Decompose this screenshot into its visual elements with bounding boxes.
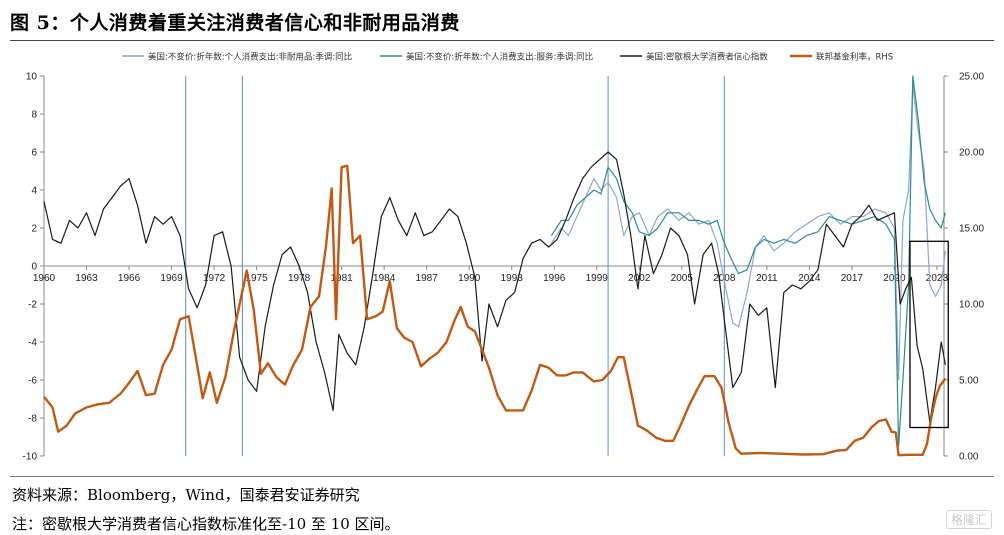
x-tick-label: 1975 (245, 273, 268, 284)
x-tick-label: 2014 (798, 273, 821, 284)
x-tick-label: 1999 (586, 273, 609, 284)
y-left-tick-label: 6 (31, 148, 37, 159)
figure-title: 图 5：个人消费着重关注消费者信心和非耐用品消费 (10, 12, 460, 34)
x-tick-label: 2005 (671, 273, 694, 284)
legend-label-4: 联邦基金利率，RHS (816, 52, 893, 63)
y-left-tick-label: -8 (28, 414, 37, 425)
source-note: 资料来源：Bloomberg，Wind，国泰君安证券研究 (12, 486, 360, 504)
y-left-tick-label: -4 (28, 338, 37, 349)
remark-note: 注：密歇根大学消费者信心指数标准化至-10 至 10 区间。 (12, 515, 400, 533)
series-line-4 (43, 164, 947, 457)
highlight-box (909, 240, 949, 429)
x-tick-label: 1963 (75, 273, 98, 284)
x-tick-label: 1966 (118, 273, 141, 284)
y-right-tick-label: 25.00 (959, 72, 984, 83)
y-left-tick-label: 10 (26, 72, 38, 83)
x-tick-label: 2023 (926, 273, 949, 284)
series-line-1 (550, 84, 946, 381)
y-left-tick-label: 4 (31, 186, 37, 197)
highlight-box-layer (909, 240, 949, 429)
x-tick-label: 2011 (756, 273, 778, 284)
legend-label-1: 美国:不变价:折年数:个人消费支出:非耐用品:季调:同比 (148, 52, 352, 63)
x-tick-label: 1993 (501, 273, 524, 284)
watermark: 格隆汇 (945, 510, 992, 529)
line-chart: 10 8 6 4 2 0 -2 -4 -6 -8 -10 25.00 20.00 15.00 10.00 5.… (23, 52, 985, 463)
series-line-3 (43, 151, 946, 423)
y-right-tick-label: 10.00 (959, 300, 984, 311)
legend-label-3: 美国:密歇根大学消费者信心指数 (646, 52, 768, 63)
x-tick-label: 1960 (33, 273, 56, 284)
chart-legend: 美国:不变价:折年数:个人消费支出:非耐用品:季调:同比 美国:不变价:折年数:个… (122, 52, 893, 63)
y-left-tick-label: 8 (31, 110, 37, 121)
y-right-tick-label: 5.00 (959, 376, 979, 387)
x-tick-label: 1996 (543, 273, 566, 284)
legend-label-2: 美国:不变价:折年数:个人消费支出:服务:季调:同比 (406, 52, 593, 63)
title-rule (10, 40, 994, 41)
y-left-tick-label: 2 (31, 224, 37, 235)
x-tick-label: 1978 (288, 273, 311, 284)
footer-rule (10, 476, 994, 477)
x-tick-label: 1984 (373, 273, 396, 284)
y-right-tick-label: 0.00 (959, 452, 979, 463)
x-tick-label: 1981 (331, 273, 354, 284)
x-tick-label: 1969 (160, 273, 183, 284)
y-left-tick-label: -6 (28, 376, 37, 387)
recession-markers (185, 76, 725, 456)
x-tick-label: 1990 (458, 273, 481, 284)
y-left-tick-label: 0 (31, 262, 37, 273)
chart-series (43, 75, 947, 457)
y-left-tick-label: -2 (28, 300, 37, 311)
y-left-tick-label: -10 (23, 452, 38, 463)
x-tick-label: 1972 (203, 273, 226, 284)
x-tick-label: 2017 (841, 273, 864, 284)
y-right-tick-label: 20.00 (959, 148, 984, 159)
series-line-2 (550, 75, 946, 448)
x-tick-label: 1987 (416, 273, 439, 284)
y-right-tick-label: 15.00 (959, 224, 984, 235)
